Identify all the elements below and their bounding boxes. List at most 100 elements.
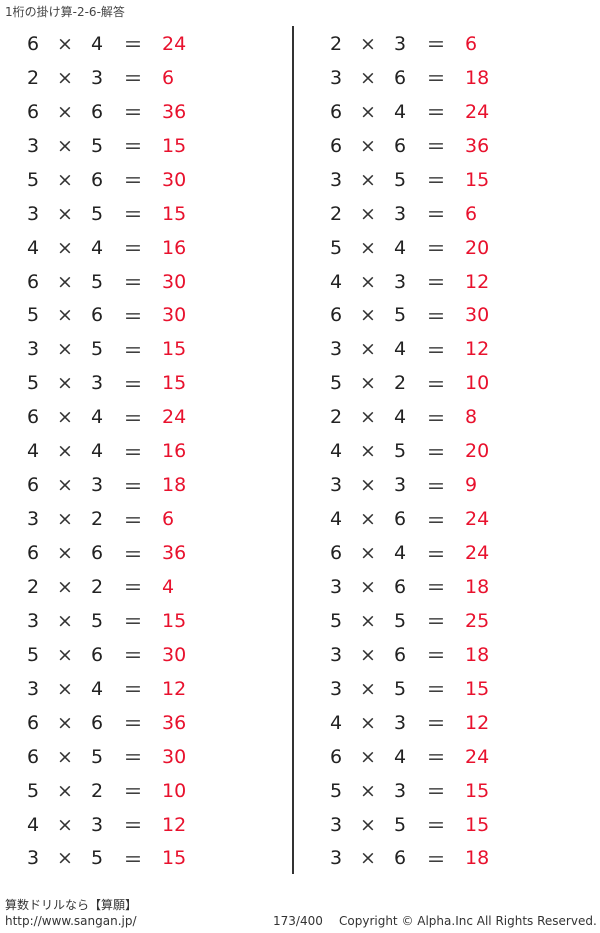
equals-sign: ＝ — [426, 170, 446, 193]
answer: 30 — [162, 168, 187, 191]
operand-a: 6 — [26, 711, 40, 734]
operand-a: 5 — [329, 236, 343, 259]
times-sign: × — [360, 168, 376, 191]
equals-sign: ＝ — [426, 577, 446, 600]
problem-row: 5 × 6 ＝ 30 — [22, 638, 202, 672]
operand-a: 3 — [26, 508, 40, 531]
times-sign: × — [360, 440, 376, 463]
times-sign: × — [360, 304, 376, 327]
equals-sign: ＝ — [123, 543, 143, 566]
times-sign: × — [57, 338, 73, 361]
times-sign: × — [360, 100, 376, 123]
operand-a: 5 — [26, 372, 40, 395]
operand-a: 5 — [329, 609, 343, 632]
left-problem-column: 6 × 4 ＝ 24 2 × 3 ＝ 6 6 × 6 ＝ 36 3 × 5 ＝ 15 5 × 6 ＝ 30 3 × 5 ＝ 15 4 × 4 ＝ 1… — [22, 27, 202, 875]
answer: 36 — [162, 711, 187, 734]
equals-sign: ＝ — [123, 509, 143, 532]
problem-row: 4 × 4 ＝ 16 — [22, 231, 202, 265]
equals-sign: ＝ — [123, 848, 143, 871]
problem-row: 4 × 5 ＝ 20 — [325, 434, 505, 468]
problem-row: 3 × 5 ＝ 15 — [325, 163, 505, 197]
answer: 36 — [465, 134, 490, 157]
equals-sign: ＝ — [426, 475, 446, 498]
equals-sign: ＝ — [123, 102, 143, 125]
operand-a: 6 — [329, 304, 343, 327]
equals-sign: ＝ — [123, 815, 143, 838]
operand-a: 4 — [26, 813, 40, 836]
answer: 12 — [465, 711, 490, 734]
problem-row: 6 × 4 ＝ 24 — [325, 95, 505, 129]
operand-a: 3 — [329, 338, 343, 361]
copyright: Copyright © Alpha.Inc All Rights Reserve… — [339, 914, 597, 928]
equals-sign: ＝ — [426, 441, 446, 464]
answer: 15 — [162, 847, 187, 870]
operand-b: 6 — [393, 66, 407, 89]
equals-sign: ＝ — [426, 713, 446, 736]
operand-a: 3 — [26, 677, 40, 700]
operand-a: 5 — [26, 643, 40, 666]
problem-row: 5 × 4 ＝ 20 — [325, 231, 505, 265]
operand-a: 4 — [329, 508, 343, 531]
operand-b: 4 — [393, 745, 407, 768]
problem-row: 2 × 3 ＝ 6 — [325, 197, 505, 231]
times-sign: × — [360, 474, 376, 497]
answer: 16 — [162, 440, 187, 463]
problem-row: 4 × 3 ＝ 12 — [325, 265, 505, 299]
operand-a: 5 — [26, 779, 40, 802]
operand-b: 6 — [90, 168, 104, 191]
operand-b: 6 — [90, 304, 104, 327]
footer-url[interactable]: http://www.sangan.jp/ — [5, 914, 137, 928]
worksheet-title: 1桁の掛け算-2-6-解答 — [5, 5, 125, 19]
answer: 18 — [465, 847, 490, 870]
answer: 30 — [162, 304, 187, 327]
problem-row: 3 × 4 ＝ 12 — [325, 332, 505, 366]
operand-b: 6 — [90, 711, 104, 734]
times-sign: × — [57, 236, 73, 259]
answer: 6 — [162, 508, 175, 531]
problem-row: 3 × 6 ＝ 18 — [325, 842, 505, 876]
times-sign: × — [57, 202, 73, 225]
times-sign: × — [57, 643, 73, 666]
answer: 30 — [162, 745, 187, 768]
problem-row: 4 × 3 ＝ 12 — [22, 808, 202, 842]
equals-sign: ＝ — [426, 34, 446, 57]
operand-b: 3 — [90, 813, 104, 836]
answer: 15 — [162, 372, 187, 395]
equals-sign: ＝ — [123, 34, 143, 57]
problem-row: 6 × 4 ＝ 24 — [325, 536, 505, 570]
equals-sign: ＝ — [426, 136, 446, 159]
answer: 6 — [465, 32, 478, 55]
operand-a: 3 — [329, 474, 343, 497]
problem-row: 5 × 6 ＝ 30 — [22, 163, 202, 197]
operand-b: 4 — [393, 338, 407, 361]
operand-a: 6 — [329, 134, 343, 157]
times-sign: × — [57, 406, 73, 429]
equals-sign: ＝ — [426, 543, 446, 566]
problem-row: 5 × 3 ＝ 15 — [22, 366, 202, 400]
answer: 12 — [162, 813, 187, 836]
answer: 30 — [465, 304, 490, 327]
operand-b: 3 — [90, 66, 104, 89]
operand-a: 3 — [329, 677, 343, 700]
operand-b: 5 — [90, 202, 104, 225]
operand-b: 5 — [90, 745, 104, 768]
problem-row: 2 × 3 ＝ 6 — [325, 27, 505, 61]
answer: 18 — [162, 474, 187, 497]
operand-a: 5 — [26, 168, 40, 191]
operand-b: 6 — [393, 847, 407, 870]
operand-a: 2 — [329, 202, 343, 225]
times-sign: × — [360, 711, 376, 734]
operand-a: 3 — [329, 813, 343, 836]
answer: 12 — [465, 338, 490, 361]
answer: 15 — [465, 813, 490, 836]
operand-b: 2 — [90, 779, 104, 802]
equals-sign: ＝ — [123, 339, 143, 362]
operand-a: 3 — [26, 202, 40, 225]
problem-row: 6 × 5 ＝ 30 — [325, 299, 505, 333]
times-sign: × — [57, 372, 73, 395]
operand-a: 2 — [329, 32, 343, 55]
operand-b: 2 — [393, 372, 407, 395]
operand-b: 3 — [393, 270, 407, 293]
equals-sign: ＝ — [123, 170, 143, 193]
operand-a: 6 — [26, 32, 40, 55]
